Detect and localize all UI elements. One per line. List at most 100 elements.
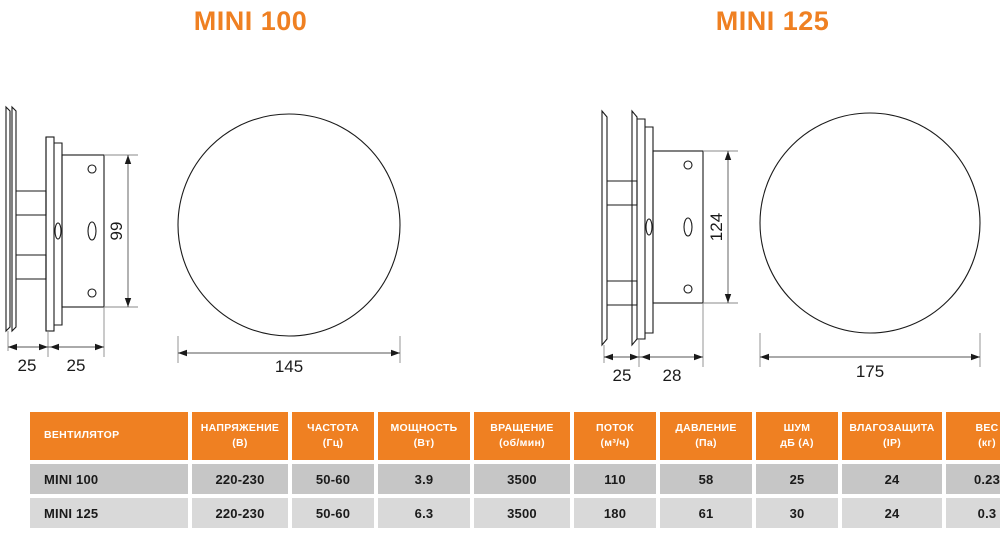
table-row: MINI 100 220-230 50-60 3.9 3500 110 58 2…: [30, 464, 1000, 494]
arrow-depth-2-right: [694, 353, 703, 361]
header-cell-fan: ВЕНТИЛЯТОР: [30, 412, 188, 460]
dim-label-depth-back-mini-125: 28: [663, 366, 682, 385]
dim-label-diameter-mini-125: 175: [856, 362, 884, 381]
dim-label-depth-front-mini-100: 25: [18, 356, 37, 375]
dim-label-height-mini-100: 99: [107, 222, 126, 241]
cell-rotation: 3500: [474, 464, 570, 494]
arrow-depth-1-right: [630, 353, 639, 361]
rib-upper: [607, 180, 638, 206]
cell-flow: 110: [574, 464, 656, 494]
header-unit: (Па): [695, 437, 717, 449]
cell-weight: 0.3: [946, 498, 1000, 528]
bracket-slot: [54, 222, 62, 240]
header-unit: (Вт): [413, 437, 435, 449]
arrow-height-top: [724, 151, 732, 160]
rib-upper: [16, 190, 47, 216]
rib-lower: [16, 254, 47, 280]
cell-power: 3.9: [378, 464, 470, 494]
header-label: ПОТОК: [596, 421, 634, 434]
arrow-height-bottom: [124, 298, 132, 307]
arrow-depth-1-left: [8, 343, 17, 351]
mounting-hole-bottom: [87, 288, 97, 298]
header-unit: (IP): [882, 437, 902, 449]
motor-housing: [61, 154, 105, 308]
dim-label-diameter-mini-100: 145: [275, 357, 303, 376]
header-unit: (кг): [978, 437, 996, 449]
cell-protection: 24: [842, 498, 942, 528]
header-label: НАПРЯЖЕНИЕ: [200, 421, 280, 434]
dim-label-height-mini-125: 124: [707, 213, 726, 241]
arrow-diameter-left: [178, 349, 187, 357]
bracket-slot: [645, 218, 653, 236]
cell-protection: 24: [842, 464, 942, 494]
header-cell-rotation: ВРАЩЕНИЕ (об/мин): [474, 412, 570, 460]
header-cell-flow: ПОТОК (м³/ч): [574, 412, 656, 460]
header-cell-pressure: ДАВЛЕНИЕ (Па): [660, 412, 752, 460]
arrow-diameter-left: [760, 353, 769, 361]
header-unit: (об/мин): [499, 437, 545, 449]
header-cell-power: МОЩНОСТЬ (Вт): [378, 412, 470, 460]
motor-housing: [652, 150, 704, 304]
header-unit: (м³/ч): [600, 437, 630, 449]
header-unit: (В): [232, 437, 248, 449]
specifications-table: ВЕНТИЛЯТОР НАПРЯЖЕНИЕ (В) ЧАСТОТА (Гц) М…: [26, 408, 1000, 532]
mounting-hole-middle: [87, 221, 97, 241]
drawing-canvas-mini-125: 124 25 28 175: [601, 109, 981, 385]
bracket-plate-a: [45, 136, 55, 332]
header-cell-protection: ВЛАГОЗАЩИТА (IP): [842, 412, 942, 460]
table-header-row: ВЕНТИЛЯТОР НАПРЯЖЕНИЕ (В) ЧАСТОТА (Гц) М…: [30, 412, 1000, 460]
dim-label-depth-front-mini-125: 25: [613, 366, 632, 385]
cell-flow: 180: [574, 498, 656, 528]
face-plate-outer: [5, 105, 11, 333]
header-unit: дБ (А): [780, 437, 814, 449]
front-view-circle: [759, 112, 981, 334]
cell-fan-name: MINI 125: [30, 498, 188, 528]
mounting-hole-top: [87, 164, 97, 174]
bracket-plate-a: [637, 118, 646, 340]
arrow-depth-2-right: [95, 343, 104, 351]
header-label: МОЩНОСТЬ: [390, 421, 458, 434]
arrow-depth-1-right: [39, 343, 48, 351]
arrow-depth-1-left: [604, 353, 613, 361]
technical-drawing-mini-100: 99 25 25 145: [0, 95, 500, 395]
header-cell-voltage: НАПРЯЖЕНИЕ (В): [192, 412, 288, 460]
cell-weight: 0.23: [946, 464, 1000, 494]
header-label: ВЕНТИЛЯТОР: [44, 429, 120, 442]
cell-rotation: 3500: [474, 498, 570, 528]
face-plate-inner: [631, 109, 638, 347]
arrow-height-bottom: [724, 294, 732, 303]
cell-frequency: 50-60: [292, 464, 374, 494]
header-label: ЧАСТОТА: [307, 421, 359, 434]
mounting-hole-bottom: [683, 284, 693, 294]
cell-power: 6.3: [378, 498, 470, 528]
cell-frequency: 50-60: [292, 498, 374, 528]
arrow-height-top: [124, 155, 132, 164]
cell-voltage: 220-230: [192, 498, 288, 528]
arrow-diameter-right: [971, 353, 980, 361]
arrow-depth-2-left: [641, 353, 650, 361]
cell-fan-name: MINI 100: [30, 464, 188, 494]
header-cell-frequency: ЧАСТОТА (Гц): [292, 412, 374, 460]
product-title-mini-100: MINI 100: [193, 6, 308, 36]
rib-lower: [607, 280, 638, 306]
mounting-hole-top: [683, 160, 693, 170]
header-label: ВЕС: [975, 421, 999, 434]
header-label: ВРАЩЕНИЕ: [490, 421, 554, 434]
face-plate-outer: [601, 109, 608, 347]
drawing-canvas-mini-100: 99 25 25 145: [5, 105, 401, 376]
cell-pressure: 58: [660, 464, 752, 494]
product-title-mini-125: MINI 125: [715, 6, 830, 36]
header-label: ДАВЛЕНИЕ: [675, 421, 737, 434]
arrow-depth-2-left: [50, 343, 59, 351]
arrow-diameter-right: [391, 349, 400, 357]
header-cell-noise: ШУМ дБ (А): [756, 412, 838, 460]
header-cell-weight: ВЕС (кг): [946, 412, 1000, 460]
header-unit: (Гц): [322, 437, 344, 449]
technical-drawing-mini-125: 124 25 28 175: [580, 95, 1000, 395]
mounting-hole-middle: [683, 217, 693, 237]
front-view-circle: [177, 113, 401, 337]
face-plate-inner: [11, 105, 17, 333]
header-label: ВЛАГОЗАЩИТА: [849, 421, 935, 434]
cell-noise: 25: [756, 464, 838, 494]
cell-pressure: 61: [660, 498, 752, 528]
